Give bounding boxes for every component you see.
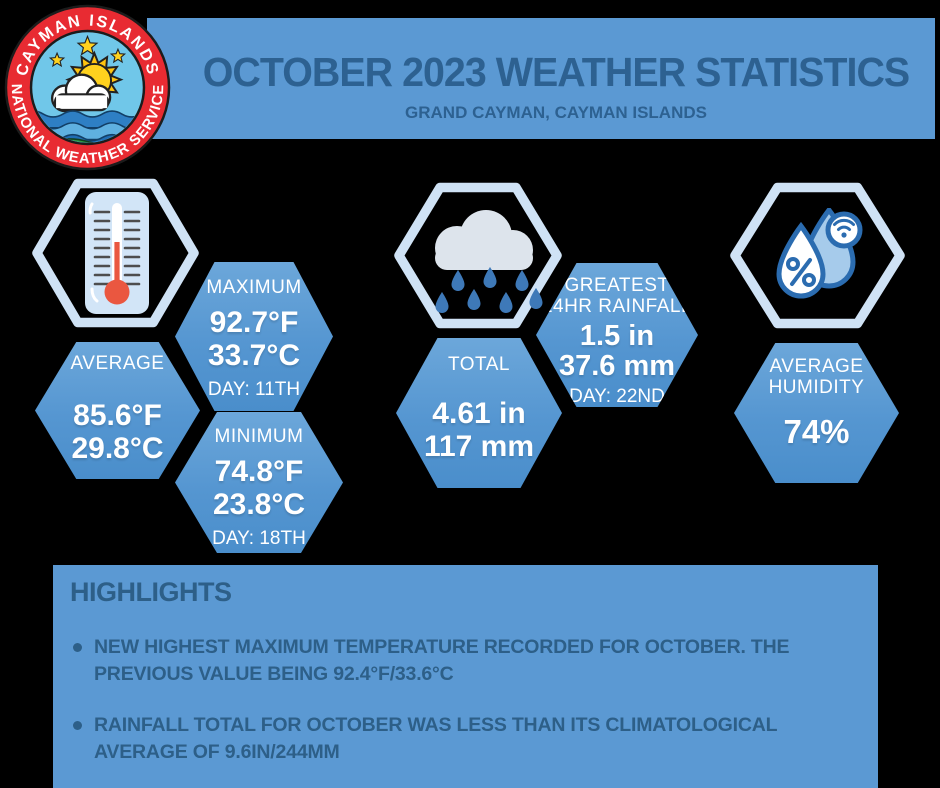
maximum-temperature-f: 92.7°F	[209, 306, 299, 339]
header-band: OCTOBER 2023 WEATHER STATISTICS GRAND CA…	[147, 18, 935, 139]
greatest-rainfall-label-line1: GREATEST	[564, 275, 670, 296]
weather-service-logo-icon: CAYMAN ISLANDS NATIONAL WEATHER SERVICE	[4, 4, 171, 171]
star-icon	[48, 51, 66, 68]
thermometer-icon	[85, 192, 149, 314]
water-drops-percent-icon	[776, 208, 863, 299]
rain-cloud-icon	[435, 210, 543, 313]
average-temperature-hexagon: AVERAGE 85.6°F 29.8°C	[35, 342, 200, 479]
highlight-text: RAINFALL TOTAL FOR OCTOBER WAS LESS THAN…	[94, 714, 777, 763]
minimum-temperature-hexagon: MINIMUM 74.8°F 23.8°C DAY: 18TH	[175, 412, 343, 553]
maximum-temperature-c: 33.7°C	[207, 339, 301, 372]
greatest-rainfall-day: DAY: 22ND	[569, 386, 665, 407]
percent-symbol	[786, 257, 816, 287]
maximum-temperature-hexagon: MAXIMUM 92.7°F 33.7°C DAY: 11TH	[175, 262, 333, 411]
star-icon	[109, 47, 127, 64]
greatest-rainfall-hexagon: GREATEST 24HR RAINFALL 1.5 in 37.6 mm DA…	[536, 263, 698, 407]
average-temperature-c: 29.8°C	[71, 432, 164, 465]
maximum-temperature-label: MAXIMUM	[206, 277, 302, 298]
rainfall-icon-hexagon	[394, 182, 562, 329]
humidity-badge	[825, 211, 863, 249]
total-rainfall-in: 4.61 in	[432, 397, 526, 430]
bullet-icon	[73, 643, 82, 652]
greatest-rainfall-in: 1.5 in	[579, 320, 655, 352]
highlight-item: NEW HIGHEST MAXIMUM TEMPERATURE RECORDED…	[70, 634, 854, 688]
minimum-temperature-label: MINIMUM	[214, 426, 304, 447]
cloud-shape	[435, 210, 533, 270]
average-humidity-hexagon: AVERAGE HUMIDITY 74%	[734, 343, 899, 483]
logo-scene	[32, 34, 143, 143]
highlight-item: RAINFALL TOTAL FOR OCTOBER WAS LESS THAN…	[70, 712, 854, 766]
page-subtitle: GRAND CAYMAN, CAYMAN ISLANDS	[405, 102, 707, 122]
greatest-rainfall-label-line2: 24HR RAINFALL	[541, 296, 693, 317]
minimum-temperature-day: DAY: 18TH	[212, 528, 306, 549]
temperature-icon-hexagon	[32, 178, 199, 328]
highlights-title: HIGHLIGHTS	[70, 577, 232, 607]
total-rainfall-hexagon: TOTAL 4.61 in 117 mm	[396, 338, 562, 488]
total-rainfall-label: TOTAL	[448, 354, 510, 375]
header-text-block: OCTOBER 2023 WEATHER STATISTICS GRAND CA…	[187, 18, 925, 139]
total-rainfall-mm: 117 mm	[423, 430, 535, 463]
humidity-icon-hexagon	[730, 182, 905, 329]
average-humidity-value: 74%	[783, 413, 850, 450]
minimum-temperature-f: 74.8°F	[214, 455, 304, 488]
highlights-box: HIGHLIGHTS NEW HIGHEST MAXIMUM TEMPERATU…	[53, 565, 878, 788]
page-title: OCTOBER 2023 WEATHER STATISTICS	[202, 48, 910, 95]
average-humidity-label-line1: AVERAGE	[769, 356, 864, 377]
greatest-rainfall-mm: 37.6 mm	[558, 350, 676, 382]
rain-drops	[435, 267, 543, 313]
average-humidity-label-line2: HUMIDITY	[768, 377, 865, 398]
average-temperature-f: 85.6°F	[73, 399, 162, 432]
bullet-icon	[73, 721, 82, 730]
highlight-text: NEW HIGHEST MAXIMUM TEMPERATURE RECORDED…	[94, 636, 790, 685]
average-temperature-label: AVERAGE	[70, 353, 165, 374]
wifi-icon	[833, 218, 855, 231]
maximum-temperature-day: DAY: 11TH	[207, 379, 301, 400]
minimum-temperature-c: 23.8°C	[212, 488, 306, 521]
star-icon	[76, 34, 99, 56]
